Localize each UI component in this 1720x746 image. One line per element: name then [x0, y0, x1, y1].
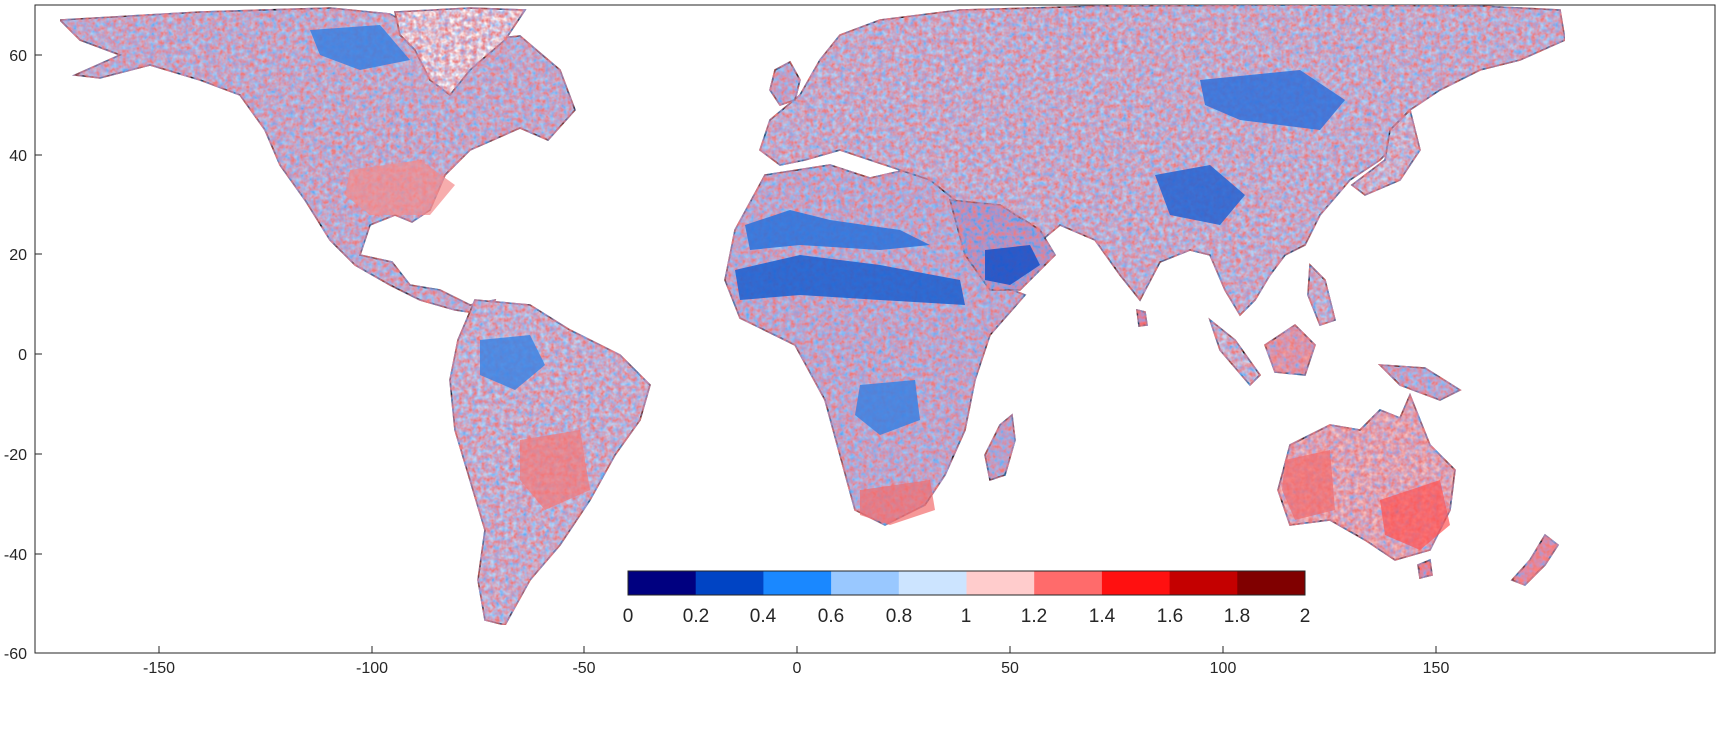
- south-africa-high-zone: [860, 480, 935, 525]
- australia-southeast-high-zone: [1380, 480, 1450, 550]
- colorbar-label: 1.6: [1157, 606, 1183, 627]
- y-tick-label: -20: [4, 447, 27, 464]
- colorbar-frame: [627, 570, 1306, 596]
- x-axis-labels: -150 -100 -50 0 50 100 150: [143, 660, 1449, 677]
- colorbar-swatch: [1169, 571, 1238, 595]
- x-tick-label: 0: [793, 660, 802, 677]
- colorbar-swatch: [1034, 571, 1103, 595]
- y-tick-label: 0: [18, 347, 27, 364]
- colorbar-swatches: [628, 571, 1306, 595]
- x-axis-ticks: [158, 646, 1437, 653]
- british-isles-landmass: [769, 60, 801, 106]
- colorbar-swatch: [1237, 571, 1306, 595]
- colorbar-swatch: [763, 571, 832, 595]
- colorbar-swatch: [966, 571, 1035, 595]
- brazil-south-high-zone: [520, 430, 590, 510]
- y-tick-label: -60: [4, 646, 27, 663]
- y-tick-label: -40: [4, 547, 27, 564]
- y-tick-label: 60: [9, 48, 27, 65]
- greenland-landmass: [394, 7, 527, 97]
- sahara-low-band: [735, 255, 965, 305]
- colorbar-swatch: [628, 571, 697, 595]
- y-tick-label: 40: [9, 148, 27, 165]
- x-tick-label: 150: [1423, 660, 1450, 677]
- borneo-landmass: [1264, 323, 1316, 376]
- siberia-low-zone: [1200, 70, 1345, 130]
- colorbar-label: 0.4: [750, 606, 777, 627]
- congo-low-zone: [855, 380, 920, 435]
- us-southeast-high-zone: [345, 160, 455, 215]
- colorbar-labels: 0 0.2 0.4 0.6 0.8 1 1.2 1.4 1.6 1.8 2: [623, 606, 1311, 627]
- y-axis-ticks: [35, 54, 42, 654]
- colorbar-label: 1: [961, 606, 972, 627]
- x-tick-label: 50: [1001, 660, 1019, 677]
- colorbar-label: 1.4: [1089, 606, 1116, 627]
- low-ratio-zones: [310, 25, 1345, 435]
- tasmania-landmass: [1417, 558, 1433, 579]
- japan-landmass: [1350, 108, 1421, 196]
- colorbar-swatch: [1101, 571, 1171, 595]
- colorbar-swatch: [831, 571, 900, 595]
- x-tick-label: -100: [356, 660, 388, 677]
- sahara-north-band: [745, 210, 930, 250]
- colorbar-swatch: [695, 571, 764, 595]
- y-tick-label: 20: [9, 247, 27, 264]
- colorbar: 0 0.2 0.4 0.6 0.8 1 1.2 1.4 1.6 1.8 2: [623, 570, 1311, 627]
- y-axis-labels: 60 40 20 0 -20 -40 -60: [4, 48, 27, 663]
- new-zealand-landmass: [1510, 533, 1560, 586]
- sumatra-landmass: [1208, 317, 1262, 387]
- x-tick-label: -50: [572, 660, 595, 677]
- amazon-low-zone: [480, 335, 545, 390]
- colorbar-swatch: [898, 571, 967, 595]
- philippines-landmass: [1307, 263, 1336, 326]
- colorbar-label: 0.8: [886, 606, 912, 627]
- sri-lanka-landmass: [1136, 308, 1148, 327]
- colorbar-label: 1.2: [1021, 606, 1047, 627]
- colorbar-label: 0.2: [683, 606, 709, 627]
- arabia-low-zone: [985, 245, 1040, 285]
- madagascar-landmass: [984, 413, 1016, 482]
- colorbar-label: 1.8: [1224, 606, 1250, 627]
- australia-west-high-zone: [1282, 450, 1335, 520]
- x-tick-label: -150: [143, 660, 175, 677]
- colorbar-label: 0.6: [818, 606, 844, 627]
- high-ratio-zones: [345, 160, 1450, 550]
- new-guinea-landmass: [1377, 364, 1462, 401]
- colorbar-label: 0: [623, 606, 634, 627]
- colorbar-label: 2: [1300, 606, 1311, 627]
- canada-low-zone: [310, 25, 410, 70]
- tibet-low-zone: [1155, 165, 1245, 225]
- x-tick-label: 100: [1210, 660, 1237, 677]
